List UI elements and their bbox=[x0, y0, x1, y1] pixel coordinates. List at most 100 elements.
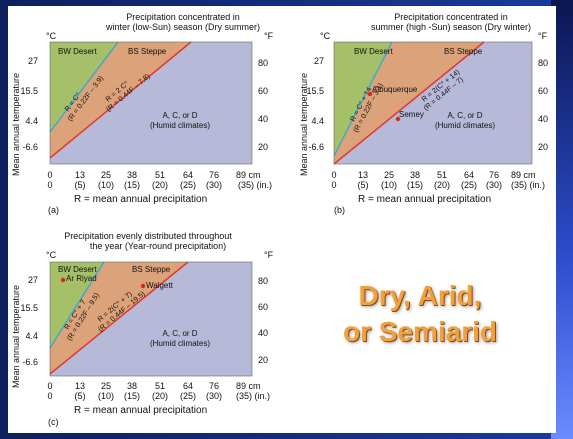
f-tick: 20 bbox=[538, 142, 548, 152]
in-tick: (5) bbox=[75, 180, 86, 190]
cm-tick: 76 bbox=[209, 381, 219, 391]
in-tick: (30) bbox=[486, 180, 502, 190]
figure-panel: Precipitation concentrated in winter (lo… bbox=[8, 6, 556, 433]
humid-label-line1: A, C, or D bbox=[162, 111, 197, 120]
y-axis-label: Mean annual temperature bbox=[11, 73, 21, 176]
cm-tick: 51 bbox=[155, 170, 165, 180]
in-tick: (20) bbox=[434, 180, 450, 190]
in-tick: (15) bbox=[407, 180, 423, 190]
f-tick: 80 bbox=[258, 276, 268, 286]
humid-label-line1: A, C, or D bbox=[162, 329, 197, 338]
y-axis-label: Mean annual temperature bbox=[299, 73, 309, 176]
x-axis-label: R = mean annual precipitation bbox=[74, 194, 207, 205]
cm-tick: 0 bbox=[47, 170, 52, 180]
desert-boundary-line bbox=[49, 41, 119, 133]
panel-b: Precipitation concentrated in summer (hi… bbox=[299, 12, 548, 215]
cm-tick: 76 bbox=[489, 170, 499, 180]
f-tick: 40 bbox=[538, 114, 548, 124]
humid-label-line2: (Humid climates) bbox=[150, 121, 210, 130]
bw-desert-label: BW Desert bbox=[58, 47, 97, 56]
cm-tick: 51 bbox=[155, 381, 165, 391]
city-walgett: Walgett bbox=[146, 281, 174, 290]
cm-tick: 0 bbox=[47, 381, 52, 391]
panel-c-title-line1: Precipitation evenly distributed through… bbox=[64, 231, 232, 241]
slide-title-line1: Dry, Arid, bbox=[358, 280, 482, 311]
f-tick: 40 bbox=[258, 114, 268, 124]
cm-tick: 64 bbox=[464, 170, 474, 180]
bw-desert-label: BW Desert bbox=[58, 265, 97, 274]
in-tick: (20) bbox=[152, 180, 168, 190]
desert-boundary-line bbox=[49, 261, 105, 349]
in-tick: (25) bbox=[180, 180, 196, 190]
c-tick: -6.6 bbox=[22, 357, 38, 367]
panel-b-letter: (b) bbox=[334, 205, 345, 215]
cm-tick: 89 cm bbox=[511, 170, 536, 180]
in-tick: (35) (in.) bbox=[236, 391, 270, 401]
city-semey: Semey bbox=[399, 110, 424, 119]
panel-a-title-line1: Precipitation concentrated in bbox=[126, 12, 240, 22]
steppe-boundary-line bbox=[49, 261, 189, 375]
cm-tick: 13 bbox=[75, 381, 85, 391]
in-tick: (35) (in.) bbox=[511, 180, 545, 190]
slide-title: Dry, Arid, or Semiarid bbox=[310, 278, 530, 350]
f-tick: 60 bbox=[538, 86, 548, 96]
c-tick: 27 bbox=[314, 56, 324, 66]
c-tick: -6.6 bbox=[22, 142, 38, 152]
cm-tick: 89 cm bbox=[236, 170, 261, 180]
slide-title-line2: or Semiarid bbox=[342, 316, 498, 347]
c-tick: 27 bbox=[28, 275, 38, 285]
cm-tick: 51 bbox=[437, 170, 447, 180]
c-tick: 15.5 bbox=[306, 86, 324, 96]
celsius-unit: °C bbox=[320, 31, 331, 41]
c-tick: 4.4 bbox=[25, 331, 38, 341]
in-tick: (5) bbox=[358, 180, 369, 190]
panel-a-letter: (a) bbox=[48, 205, 59, 215]
humid-label-line2: (Humid climates) bbox=[150, 339, 210, 348]
cm-tick: 38 bbox=[127, 170, 137, 180]
f-tick: 40 bbox=[258, 328, 268, 338]
city-marker bbox=[60, 277, 66, 283]
c-tick: 27 bbox=[28, 56, 38, 66]
c-tick: -6.6 bbox=[308, 142, 324, 152]
in-tick: (10) bbox=[381, 180, 397, 190]
panel-b-title-line2: summer (high -Sun) season (Dry winter) bbox=[371, 22, 531, 32]
fahrenheit-unit: °F bbox=[264, 250, 274, 260]
in-tick: (10) bbox=[98, 180, 114, 190]
cm-tick: 89 cm bbox=[236, 381, 261, 391]
in-tick: 0 bbox=[47, 180, 52, 190]
in-tick: (25) bbox=[180, 391, 196, 401]
in-tick: 0 bbox=[331, 180, 336, 190]
x-ticks: 0 13 25 38 51 64 76 89 cm 0 (5) (10) (15… bbox=[47, 381, 270, 401]
x-ticks: 0 13 25 38 51 64 76 89 cm 0 (5) (10) (15… bbox=[47, 170, 272, 190]
city-ar-riyad: Ar Riyad bbox=[66, 274, 97, 283]
cm-tick: 64 bbox=[183, 381, 193, 391]
f-tick: 80 bbox=[258, 58, 268, 68]
city-albuquerque: Albuquerque bbox=[372, 85, 418, 94]
x-ticks: 0 13 25 38 51 64 76 89 cm 0 (5) (10) (15… bbox=[331, 170, 545, 190]
in-tick: (15) bbox=[124, 180, 140, 190]
cm-tick: 25 bbox=[384, 170, 394, 180]
f-tick: 20 bbox=[258, 142, 268, 152]
x-axis-label: R = mean annual precipitation bbox=[74, 405, 207, 416]
panel-b-title-line1: Precipitation concentrated in bbox=[394, 12, 508, 22]
x-axis-label: R = mean annual precipitation bbox=[358, 194, 491, 205]
plot-frame bbox=[49, 41, 253, 165]
in-tick: (30) bbox=[206, 180, 222, 190]
plot-frame bbox=[49, 261, 253, 377]
cm-tick: 13 bbox=[75, 170, 85, 180]
c-tick: 4.4 bbox=[25, 116, 38, 126]
bw-desert-label: BW Desert bbox=[354, 47, 393, 56]
humid-label-line2: (Humid climates) bbox=[435, 121, 495, 130]
in-tick: (30) bbox=[206, 391, 222, 401]
city-marker bbox=[395, 116, 401, 122]
fahrenheit-unit: °F bbox=[264, 31, 274, 41]
in-tick: 0 bbox=[47, 391, 52, 401]
cm-tick: 0 bbox=[331, 170, 336, 180]
panel-c: Precipitation evenly distributed through… bbox=[11, 231, 274, 427]
c-tick: 15.5 bbox=[20, 303, 38, 313]
cm-tick: 64 bbox=[183, 170, 193, 180]
celsius-unit: °C bbox=[46, 250, 57, 260]
panel-a-title-line2: winter (low-Sun) season (Dry summer) bbox=[105, 22, 260, 32]
fahrenheit-unit: °F bbox=[538, 31, 548, 41]
